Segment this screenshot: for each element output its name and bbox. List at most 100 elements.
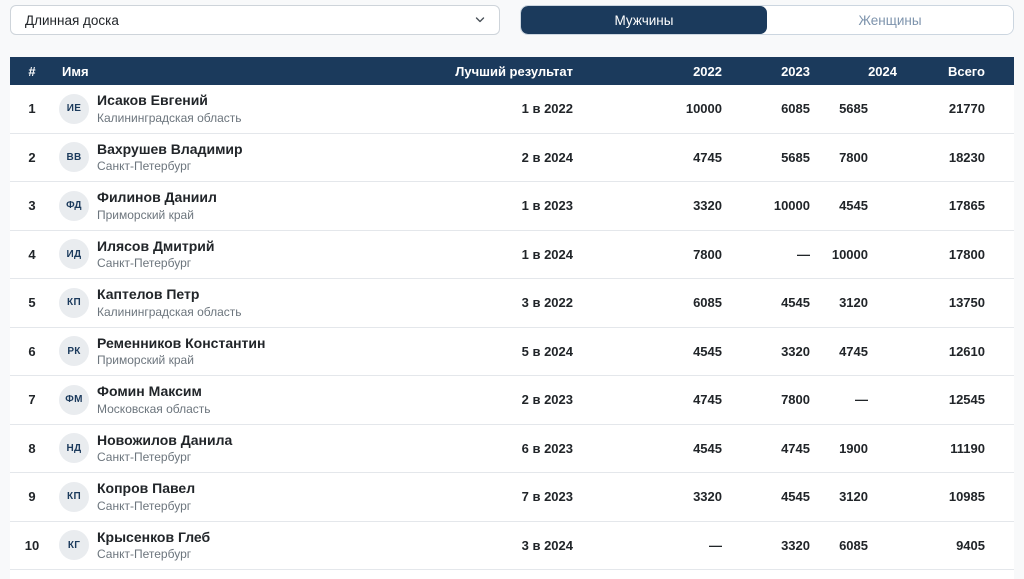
name-cell: ИД Илясов Дмитрий Санкт-Петербург	[54, 230, 453, 279]
name-cell: РК Ременников Константин Приморский край	[54, 327, 453, 376]
athlete-region: Санкт-Петербург	[97, 256, 192, 270]
athlete-name: Ременников Константин	[97, 334, 266, 351]
score-2022-cell: 3320	[693, 489, 722, 505]
athlete-name: Илясов Дмитрий	[97, 237, 215, 254]
name-cell: ИЕ Исаков Евгений Калининградская област…	[54, 85, 453, 133]
score-2024-cell: 7800	[839, 149, 868, 165]
score-2023-cell: 4545	[781, 295, 810, 311]
discipline-select[interactable]: Длинная доска	[10, 5, 500, 35]
table-header: # Имя Лучший результат 2022 2023 2024 Вс…	[10, 57, 1014, 85]
column-header-name: Имя	[54, 57, 453, 85]
score-2024-cell: 3120	[839, 489, 868, 505]
avatar: ФМ	[59, 384, 89, 415]
rank-cell: 8	[28, 440, 36, 456]
athlete-region: Санкт-Петербург	[97, 450, 192, 464]
score-2024-cell: —	[855, 392, 868, 408]
athlete-region: Санкт-Петербург	[97, 159, 192, 173]
best-result-cell: 7 в 2023	[521, 489, 573, 505]
table-continuation	[10, 570, 1014, 579]
column-header-2024: 2024	[810, 57, 897, 85]
athlete-region: Московская область	[97, 401, 211, 416]
total-cell: 11190	[950, 440, 985, 456]
table-row[interactable]: 6 РК Ременников Константин Приморский кр…	[10, 327, 1014, 376]
table-row[interactable]: 8 НД Новожилов Данила Санкт-Петербург 6 …	[10, 424, 1014, 473]
score-2023-cell: 6085	[781, 101, 810, 117]
best-result-cell: 3 в 2022	[521, 295, 573, 311]
table-row[interactable]: 10 КГ Крысенков Глеб Санкт-Петербург 3 в…	[10, 521, 1014, 570]
rank-cell: 10	[24, 537, 40, 553]
rank-cell: 7	[28, 392, 36, 408]
table-row[interactable]: 5 КП Каптелов Петр Калининградская облас…	[10, 278, 1014, 327]
gender-tabs: Мужчины Женщины	[520, 5, 1014, 35]
total-cell: 12610	[948, 343, 985, 359]
score-2023-cell: 10000	[773, 198, 810, 214]
rank-cell: 5	[28, 295, 36, 311]
total-cell: 12545	[948, 392, 985, 408]
athlete-region: Санкт-Петербург	[97, 498, 192, 513]
column-header-rank: #	[10, 57, 54, 85]
rank-cell: 6	[28, 343, 36, 359]
athlete-region: Калининградская область	[97, 110, 242, 125]
athlete-name: Филинов Даниил	[97, 189, 217, 205]
name-cell: ВВ Вахрушев Владимир Санкт-Петербург	[54, 133, 453, 182]
chevron-down-icon	[473, 13, 487, 27]
score-2022-cell: 4545	[693, 440, 722, 456]
avatar: КП	[59, 481, 89, 512]
name-cell: КП Копров Павел Санкт-Петербург	[54, 473, 453, 522]
column-header-2023: 2023	[722, 57, 810, 85]
table-row[interactable]: 1 ИЕ Исаков Евгений Калининградская обла…	[10, 85, 1014, 133]
column-header-total: Всего	[897, 57, 1014, 85]
rank-cell: 3	[28, 198, 36, 214]
rank-cell: 1	[28, 101, 36, 117]
total-cell: 9405	[956, 537, 985, 553]
discipline-select-value: Длинная доска	[25, 12, 119, 28]
score-2023-cell: 3320	[781, 537, 810, 553]
column-header-2022: 2022	[573, 57, 722, 85]
avatar: ВВ	[59, 142, 89, 173]
best-result-cell: 6 в 2023	[521, 440, 573, 456]
rank-cell: 9	[28, 489, 36, 505]
table-body: 1 ИЕ Исаков Евгений Калининградская обла…	[10, 85, 1014, 570]
athlete-region: Приморский край	[97, 353, 194, 367]
score-2024-cell: 4545	[839, 198, 868, 214]
score-2023-cell: —	[797, 246, 810, 262]
score-2023-cell: 3320	[781, 343, 810, 359]
table-row[interactable]: 9 КП Копров Павел Санкт-Петербург 7 в 20…	[10, 472, 1014, 522]
score-2023-cell: 4745	[781, 440, 810, 456]
column-header-best: Лучший результат	[453, 57, 573, 85]
score-2022-cell: —	[709, 537, 722, 553]
athlete-name: Крысенков Глеб	[97, 528, 211, 545]
score-2022-cell: 7800	[693, 246, 722, 262]
table-row[interactable]: 3 ФД Филинов Даниил Приморский край 1 в …	[10, 181, 1014, 231]
score-2023-cell: 4545	[781, 489, 810, 505]
total-cell: 13750	[948, 295, 985, 311]
athlete-name: Новожилов Данила	[97, 431, 233, 448]
name-cell: ФМ Фомин Максим Московская область	[54, 376, 453, 425]
tab-men[interactable]: Мужчины	[521, 6, 767, 34]
name-cell: ФД Филинов Даниил Приморский край	[54, 182, 453, 231]
score-2022-cell: 10000	[685, 101, 722, 117]
best-result-cell: 2 в 2024	[521, 149, 573, 165]
tab-women[interactable]: Женщины	[767, 6, 1013, 34]
best-result-cell: 1 в 2022	[521, 101, 573, 117]
avatar: НД	[59, 433, 89, 464]
table-row[interactable]: 2 ВВ Вахрушев Владимир Санкт-Петербург 2…	[10, 133, 1014, 182]
athlete-region: Приморский край	[97, 207, 194, 222]
total-cell: 17800	[948, 246, 985, 262]
athlete-name: Вахрушев Владимир	[97, 140, 243, 157]
score-2022-cell: 4745	[693, 149, 722, 165]
table-row[interactable]: 4 ИД Илясов Дмитрий Санкт-Петербург 1 в …	[10, 230, 1014, 279]
name-cell: НД Новожилов Данила Санкт-Петербург	[54, 424, 453, 473]
rank-cell: 2	[28, 149, 36, 165]
rank-cell: 4	[28, 246, 36, 262]
avatar: ФД	[59, 190, 89, 221]
avatar: КП	[59, 287, 89, 318]
tab-men-label: Мужчины	[614, 12, 674, 28]
table-row[interactable]: 7 ФМ Фомин Максим Московская область 2 в…	[10, 375, 1014, 425]
score-2024-cell: 1900	[839, 440, 868, 456]
leaderboard-table: # Имя Лучший результат 2022 2023 2024 Вс…	[10, 57, 1014, 570]
avatar: РК	[59, 336, 89, 367]
athlete-name: Каптелов Петр	[97, 286, 200, 302]
best-result-cell: 1 в 2023	[521, 198, 573, 214]
score-2024-cell: 3120	[839, 295, 868, 311]
